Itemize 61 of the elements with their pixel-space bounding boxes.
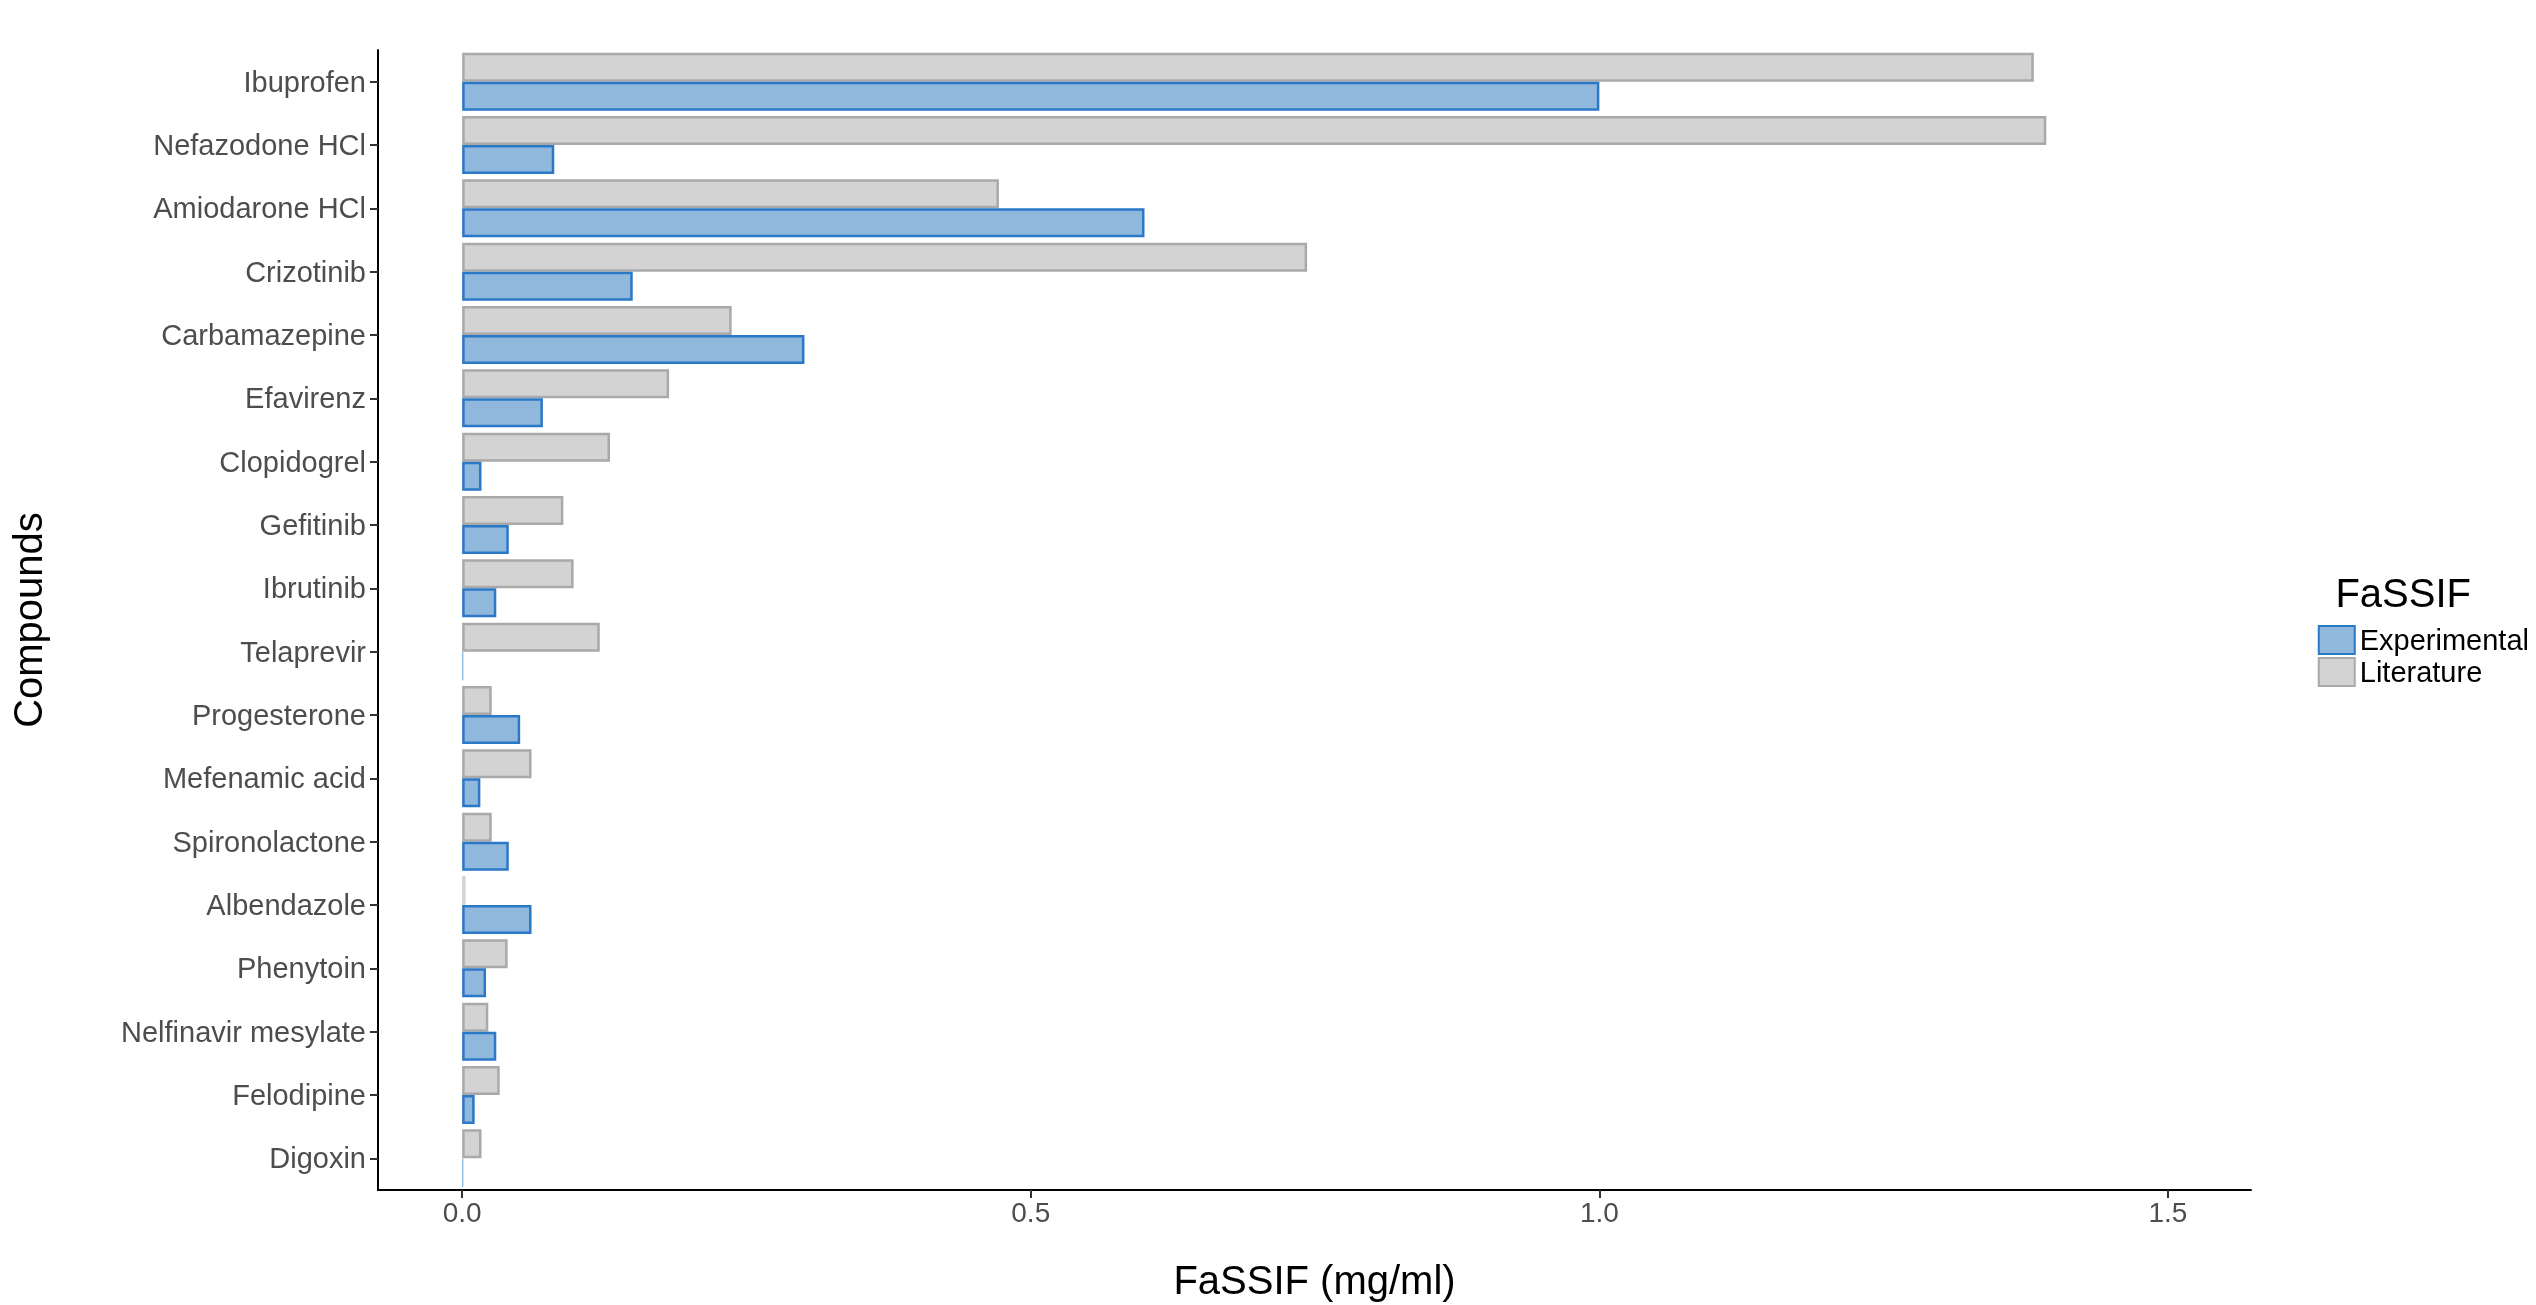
y-tick-label: Mefenamic acid bbox=[162, 762, 366, 795]
bar bbox=[462, 715, 521, 744]
bar bbox=[462, 1066, 500, 1095]
y-tick-label: Amiodarone HCl bbox=[153, 192, 366, 225]
y-tick-label: Phenytoin bbox=[237, 952, 366, 985]
bar bbox=[462, 496, 564, 525]
bar bbox=[462, 242, 1308, 272]
y-tick-label: Efavirenz bbox=[245, 382, 366, 415]
y-tick-label: Carbamazepine bbox=[161, 319, 366, 351]
bar bbox=[462, 622, 600, 652]
bar bbox=[462, 145, 555, 174]
y-tick-label: Albendazole bbox=[206, 889, 366, 921]
legend-label: Literature bbox=[2359, 656, 2483, 688]
bar bbox=[462, 905, 532, 934]
bar bbox=[462, 968, 487, 998]
legend-title: FaSSIF bbox=[2335, 571, 2472, 615]
bar bbox=[462, 939, 508, 969]
legend-label: Experimental bbox=[2359, 624, 2530, 656]
bar bbox=[462, 306, 732, 335]
bar bbox=[462, 841, 509, 871]
y-tick-label: Nefazodone HCl bbox=[153, 129, 366, 161]
y-tick-label: Crizotinib bbox=[245, 255, 366, 288]
bar bbox=[462, 369, 670, 399]
y-tick-label: Nelfinavir mesylate bbox=[121, 1015, 366, 1048]
bar bbox=[462, 208, 1145, 238]
bar bbox=[462, 812, 492, 842]
y-tick-label: Progesterone bbox=[191, 699, 366, 731]
bar bbox=[462, 432, 610, 462]
y-tick-label: Ibuprofen bbox=[243, 65, 366, 98]
y-tick-label: Digoxin bbox=[269, 1142, 366, 1175]
bar bbox=[462, 525, 509, 554]
bar bbox=[462, 179, 999, 209]
x-tick-label: 1.5 bbox=[2148, 1196, 2188, 1228]
bar bbox=[462, 778, 481, 808]
y-tick-label: Spironolactone bbox=[172, 825, 366, 858]
bar bbox=[462, 749, 532, 779]
bar bbox=[462, 335, 805, 364]
y-tick-label: Gefitinib bbox=[259, 509, 366, 541]
bar bbox=[462, 1002, 489, 1032]
bar bbox=[462, 559, 574, 589]
bar bbox=[462, 1129, 482, 1159]
bar bbox=[462, 461, 482, 491]
bar bbox=[462, 271, 633, 301]
x-axis-title: FaSSIF (mg/ml) bbox=[1173, 1258, 1456, 1302]
bar bbox=[462, 398, 543, 428]
bar bbox=[462, 116, 2047, 145]
bar bbox=[462, 686, 492, 715]
bar bbox=[462, 1095, 475, 1124]
bar bbox=[462, 1031, 497, 1061]
y-axis-title: Compounds bbox=[6, 512, 50, 728]
bar bbox=[462, 81, 1600, 111]
y-tick-label: Ibrutinib bbox=[262, 572, 366, 605]
y-tick-label: Clopidogrel bbox=[219, 445, 366, 478]
x-tick-label: 0.0 bbox=[442, 1196, 482, 1228]
x-tick-label: 1.0 bbox=[1579, 1196, 1619, 1228]
y-tick-label: Felodipine bbox=[232, 1079, 366, 1111]
bar bbox=[462, 52, 2034, 82]
x-tick-label: 0.5 bbox=[1011, 1196, 1051, 1228]
bar bbox=[462, 588, 497, 618]
y-tick-label: Telaprevir bbox=[240, 635, 367, 668]
bar bbox=[462, 876, 466, 905]
